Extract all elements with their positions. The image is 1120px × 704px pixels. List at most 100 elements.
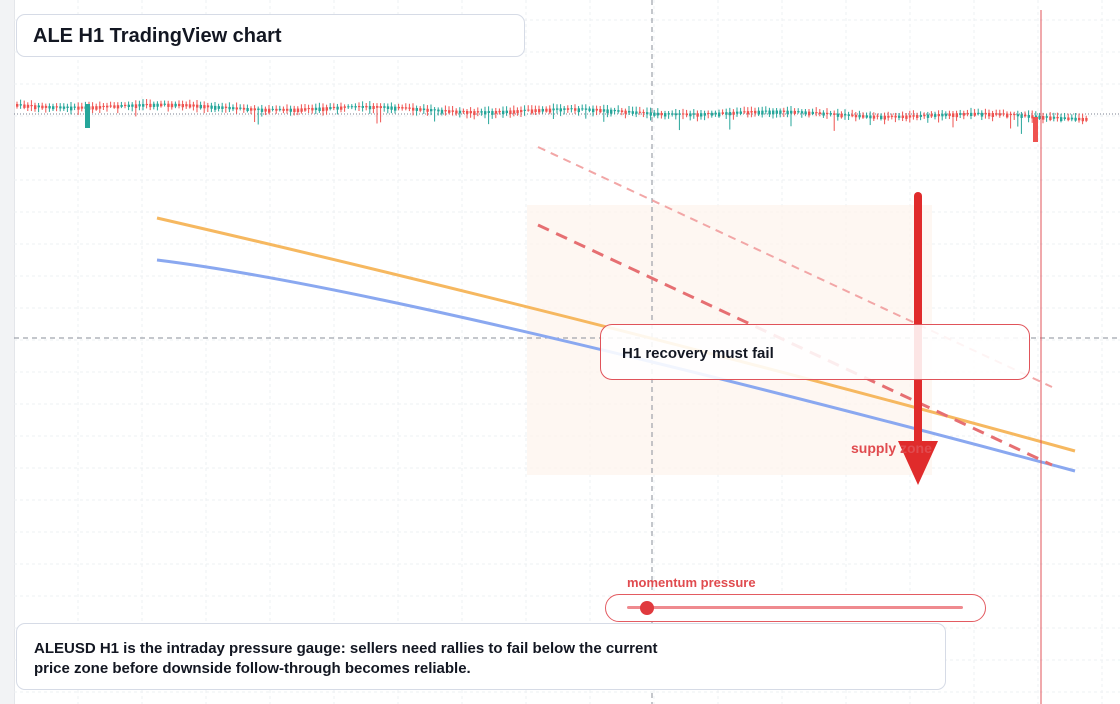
candle-body — [332, 106, 336, 109]
candle-body — [750, 110, 753, 113]
candle-body — [124, 104, 127, 107]
candle-body — [775, 110, 778, 114]
candle-body — [581, 108, 584, 110]
candle-body — [199, 104, 202, 109]
candle-body — [390, 106, 393, 110]
candle-body — [541, 108, 544, 112]
candle-body — [926, 114, 930, 118]
gauge-knob[interactable] — [640, 601, 655, 615]
candle-body — [422, 108, 426, 111]
candle-body — [260, 108, 264, 112]
candle-body — [1045, 116, 1048, 118]
candle-body — [660, 112, 663, 116]
candle-body — [336, 106, 339, 110]
down-arrow[interactable] — [898, 192, 938, 485]
candle-body — [300, 108, 303, 112]
candle-body — [307, 108, 310, 110]
candle-body — [516, 110, 519, 114]
candle-body — [613, 109, 616, 112]
candle-body — [1031, 115, 1034, 119]
candle-body — [772, 110, 775, 115]
candle-body — [322, 107, 325, 112]
candle-body — [577, 108, 580, 113]
candle-body — [494, 110, 498, 114]
candle-body — [246, 108, 249, 112]
candle-body — [998, 113, 1002, 116]
candle-body — [185, 104, 188, 107]
candle-body — [955, 113, 958, 118]
candle-body — [890, 115, 894, 117]
candle-body — [883, 115, 886, 120]
momentum-gauge[interactable] — [605, 594, 986, 622]
blue-trend-curve[interactable] — [156, 258, 1076, 473]
candle-body — [671, 113, 674, 115]
candle-body — [815, 112, 818, 114]
candle-body — [23, 104, 26, 108]
candle-body — [466, 110, 469, 114]
candle-body — [934, 114, 937, 117]
candle-body — [980, 112, 984, 117]
candle-body — [16, 104, 19, 107]
candle-body — [602, 109, 606, 112]
candle-body — [66, 106, 69, 108]
candle-body — [192, 104, 195, 107]
candle-body — [700, 113, 703, 117]
candle-body — [847, 114, 850, 116]
candle-body — [484, 111, 487, 115]
candle-body — [433, 109, 436, 111]
candle-body — [253, 108, 256, 111]
candle-body — [1016, 114, 1020, 117]
candle-body — [451, 110, 454, 112]
candle-body — [836, 113, 840, 117]
candle-body — [502, 110, 505, 115]
candle-body — [160, 103, 163, 107]
candle-body — [235, 107, 238, 110]
candle-body — [386, 106, 390, 110]
candle-body — [487, 111, 490, 113]
candle-body — [106, 105, 109, 108]
candle-body — [793, 110, 796, 114]
candle-body — [970, 112, 973, 116]
candle-body — [1078, 117, 1081, 121]
candle-body — [937, 113, 940, 117]
candle-body — [962, 112, 966, 116]
candle-body — [293, 108, 296, 112]
candle-body — [242, 107, 246, 110]
candle-body — [55, 106, 58, 108]
candle-body — [930, 114, 933, 117]
candle-body — [1049, 116, 1052, 120]
upper-dashed-trendline[interactable] — [537, 146, 1053, 388]
candle-body — [217, 106, 220, 109]
candle-body — [739, 111, 742, 114]
candle-body — [746, 111, 750, 115]
candle-body — [314, 107, 318, 111]
candle-body — [703, 113, 706, 116]
candle-body — [116, 105, 120, 109]
candle-body — [455, 110, 458, 114]
candle-body — [1013, 113, 1016, 116]
candle-body — [944, 113, 948, 117]
candle-body — [419, 108, 422, 111]
title-card: ALE H1 TradingView chart — [16, 14, 525, 57]
candle-body — [95, 106, 98, 110]
candle-body — [1067, 117, 1070, 121]
candle-body — [768, 110, 771, 115]
candle-body — [725, 112, 728, 115]
candle-body-large — [85, 104, 90, 128]
candle-body — [988, 112, 991, 117]
candle-body — [642, 111, 645, 114]
candle-body — [188, 104, 192, 108]
candle-body — [646, 112, 649, 115]
candle-body — [156, 103, 159, 107]
candle-body — [174, 103, 177, 107]
candle-body — [822, 112, 825, 116]
candle-body — [638, 111, 642, 113]
candle-body — [296, 108, 300, 113]
candle-body — [908, 115, 912, 118]
candle-body — [376, 106, 379, 108]
candle-body — [142, 104, 145, 107]
candle-body — [721, 112, 724, 114]
candle-body — [804, 111, 807, 115]
candle-body — [138, 104, 141, 107]
